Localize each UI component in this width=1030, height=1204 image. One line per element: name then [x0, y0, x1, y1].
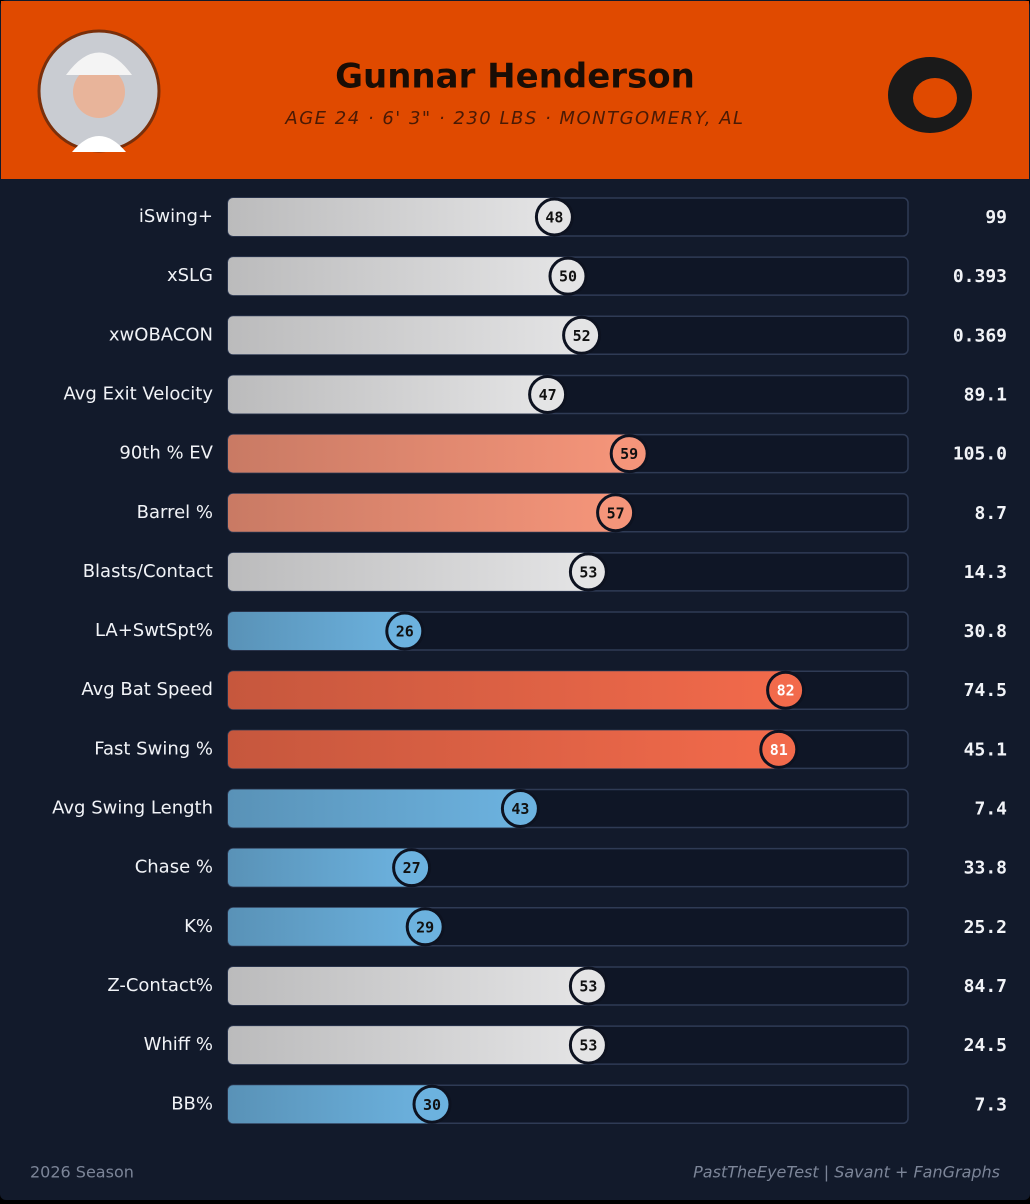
value-marker	[609, 434, 649, 474]
bar	[228, 552, 589, 591]
bar	[228, 612, 405, 651]
stat-label: 7.3	[974, 1094, 1007, 1115]
category-label: xwOBACON	[109, 324, 213, 345]
value-marker	[759, 729, 799, 769]
bar	[228, 434, 630, 473]
footer-left: 2026 Season	[30, 1163, 134, 1182]
player-cap	[66, 52, 132, 75]
value-label: 53	[579, 563, 597, 581]
category-label: Chase %	[135, 857, 213, 878]
value-marker	[568, 552, 608, 592]
value-marker	[405, 907, 445, 947]
bar	[228, 730, 779, 769]
value-marker	[548, 256, 588, 296]
value-label: 57	[607, 504, 625, 522]
stat-label: 7.4	[974, 799, 1007, 820]
stat-label: 24.5	[964, 1035, 1007, 1056]
stat-label: 14.3	[964, 562, 1007, 583]
value-marker	[562, 315, 602, 355]
bar	[228, 1026, 589, 1065]
stat-label: 89.1	[964, 384, 1007, 405]
value-label: 29	[416, 918, 434, 936]
bar	[228, 671, 786, 710]
value-marker	[534, 197, 574, 237]
category-label: LA+SwtSpt%	[95, 620, 213, 641]
category-label: K%	[184, 916, 213, 937]
category-label: Avg Bat Speed	[81, 679, 213, 700]
category-label: 90th % EV	[119, 443, 213, 464]
value-label: 53	[579, 1037, 597, 1055]
value-label: 59	[620, 445, 638, 463]
stat-label: 84.7	[964, 976, 1007, 997]
bar	[228, 316, 582, 355]
stat-label: 30.8	[964, 621, 1007, 642]
value-label: 81	[770, 741, 788, 759]
stat-label: 99	[985, 207, 1007, 228]
player-jersey	[72, 136, 126, 152]
team-logo-face	[913, 78, 957, 118]
category-label: iSwing+	[139, 206, 213, 227]
chart-title: Gunnar Henderson	[335, 57, 695, 97]
stat-label: 0.393	[953, 266, 1007, 287]
value-label: 52	[573, 327, 591, 345]
value-label: 30	[423, 1096, 441, 1114]
bar	[228, 1085, 432, 1124]
value-marker	[568, 966, 608, 1006]
value-label: 50	[559, 268, 577, 286]
bar	[228, 493, 616, 532]
value-label: 27	[403, 859, 421, 877]
category-label: Avg Exit Velocity	[64, 383, 214, 404]
stat-label: 105.0	[953, 444, 1007, 465]
header	[1, 1, 1029, 179]
value-label: 82	[777, 682, 795, 700]
category-label: Whiff %	[144, 1034, 213, 1055]
value-marker	[596, 493, 636, 533]
bar	[228, 907, 426, 946]
player-face	[73, 66, 125, 118]
bar	[228, 198, 555, 236]
category-label: Blasts/Contact	[83, 561, 213, 582]
value-label: 26	[396, 623, 414, 641]
bar	[228, 789, 521, 828]
footer-right: PastTheEyeTest | Savant + FanGraphs	[693, 1163, 1000, 1182]
stat-label: 8.7	[974, 503, 1007, 524]
category-label: Barrel %	[137, 502, 213, 523]
bar	[228, 848, 412, 887]
bar	[228, 257, 568, 296]
stat-label: 45.1	[964, 739, 1007, 760]
value-label: 53	[579, 977, 597, 995]
stat-label: 0.369	[953, 325, 1007, 346]
category-label: Z-Contact%	[107, 975, 213, 996]
value-marker	[568, 1025, 608, 1065]
value-label: 47	[539, 386, 557, 404]
value-marker	[766, 670, 806, 710]
stat-label: 33.8	[964, 858, 1007, 879]
bar	[228, 966, 589, 1005]
value-marker	[392, 848, 432, 888]
value-marker	[385, 611, 425, 651]
category-label: Fast Swing %	[94, 738, 213, 759]
chart-subtitle: AGE 24 · 6' 3" · 230 LBS · MONTGOMERY, A…	[284, 108, 744, 129]
value-label: 48	[545, 209, 563, 227]
category-label: Avg Swing Length	[52, 798, 213, 819]
value-label: 43	[511, 800, 529, 818]
category-label: BB%	[171, 1093, 213, 1114]
value-marker	[412, 1084, 452, 1124]
value-marker	[528, 374, 568, 414]
bar	[228, 375, 548, 414]
stat-label: 25.2	[964, 917, 1007, 938]
value-marker	[500, 789, 540, 828]
stat-label: 74.5	[964, 680, 1007, 701]
category-label: xSLG	[167, 265, 213, 286]
